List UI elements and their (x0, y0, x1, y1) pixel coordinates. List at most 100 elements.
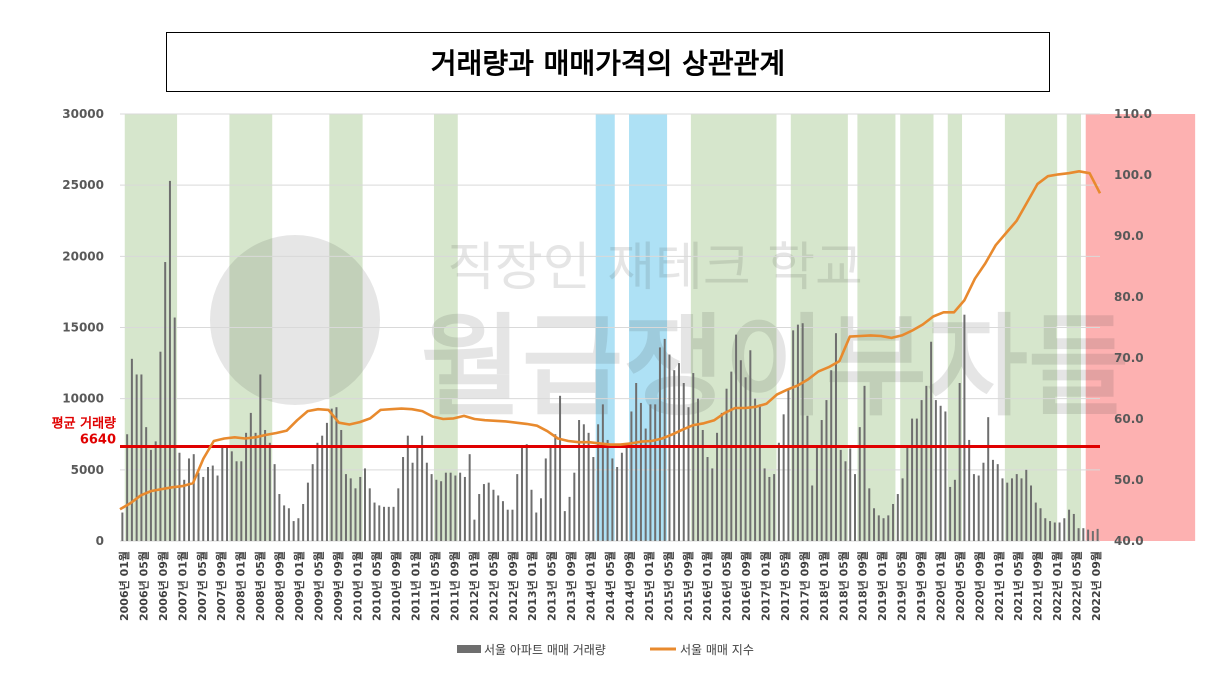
volume-bar (1006, 482, 1009, 541)
x-tick-label: 2006년 01월 (117, 551, 131, 621)
volume-bar (1096, 528, 1099, 541)
volume-bar (297, 518, 300, 541)
right-tick-label: 110.0 (1114, 107, 1152, 121)
band-red (1085, 114, 1196, 541)
x-tick-label: 2006년 05월 (136, 551, 150, 621)
volume-bar (259, 374, 262, 541)
volume-bar (330, 408, 333, 541)
x-tick-label: 2007년 09월 (214, 551, 228, 621)
volume-bar (854, 474, 856, 541)
volume-bar (768, 476, 771, 541)
x-axis-labels: 2006년 01월 2006년 05월 2006년 09월 2007년 01월 2007… (117, 551, 1103, 621)
volume-bar (501, 501, 504, 541)
right-tick-label: 70.0 (1114, 351, 1144, 365)
volume-bar (1072, 513, 1075, 541)
volume-bar (906, 445, 909, 541)
volume-bar (149, 449, 152, 541)
x-tick-label: 2007년 01월 (175, 551, 189, 621)
watermark-logo (210, 235, 380, 405)
x-tick-label: 2017년 05월 (778, 551, 792, 621)
right-axis-labels: 40.0 50.0 60.0 70.0 80.0 90.0 100.0 110.0 (1114, 107, 1152, 548)
volume-bar (525, 444, 528, 541)
x-tick-label: 2011년 09월 (448, 551, 462, 621)
volume-bar (454, 475, 457, 541)
volume-bar (754, 398, 757, 541)
right-tick-label: 100.0 (1114, 168, 1152, 182)
volume-bar (744, 377, 747, 541)
volume-bar (687, 407, 690, 541)
volume-bar (563, 511, 566, 541)
volume-bar (473, 519, 476, 541)
x-tick-label: 2016년 09월 (739, 551, 753, 621)
volume-bar (792, 330, 795, 541)
volume-bar (730, 371, 733, 541)
volume-bar (273, 464, 276, 541)
volume-bar (373, 502, 376, 541)
volume-bar (249, 412, 252, 541)
volume-bar (559, 395, 562, 541)
x-tick-label: 2018년 09월 (856, 551, 870, 621)
x-tick-label: 2020년 09월 (972, 551, 986, 621)
volume-bar (402, 457, 405, 541)
volume-bar (511, 509, 514, 541)
volume-bar (1015, 474, 1018, 541)
volume-bar (849, 448, 852, 541)
volume-bar (340, 429, 343, 541)
volume-bar (949, 486, 952, 541)
volume-bar (620, 452, 623, 541)
volume-bar (440, 481, 443, 541)
x-tick-label: 2011년 01월 (409, 551, 423, 621)
x-tick-label: 2021년 05월 (1011, 551, 1025, 621)
volume-bar (896, 494, 899, 541)
x-tick-label: 2016년 05월 (720, 551, 734, 621)
volume-bar (554, 434, 557, 541)
volume-bar (192, 454, 195, 541)
volume-bar (444, 472, 447, 541)
volume-bar (354, 488, 357, 541)
x-tick-label: 2015년 01월 (642, 551, 656, 621)
volume-bar (1020, 478, 1023, 541)
x-tick-label: 2021년 09월 (1031, 551, 1045, 621)
x-tick-label: 2022년 05월 (1070, 551, 1084, 621)
x-tick-label: 2007년 05월 (195, 551, 209, 621)
volume-bar (611, 458, 614, 541)
volume-bar (858, 427, 861, 541)
volume-bar (958, 383, 961, 541)
volume-bar (349, 478, 352, 541)
volume-bar (173, 317, 176, 541)
volume-bar (925, 385, 928, 541)
legend: 서울 아파트 매매 거래량 서울 매매 지수 (457, 643, 754, 657)
x-tick-label: 2014년 01월 (584, 551, 598, 621)
x-tick-label: 2009년 09월 (331, 551, 345, 621)
x-tick-label: 2021년 01월 (992, 551, 1006, 621)
x-tick-label: 2020년 01월 (934, 551, 948, 621)
volume-bar (226, 445, 229, 541)
x-tick-label: 2018년 01월 (817, 551, 831, 621)
volume-bar (240, 461, 243, 541)
x-tick-label: 2008년 01월 (234, 551, 248, 621)
volume-bar (682, 383, 685, 541)
x-tick-label: 2014년 09월 (622, 551, 636, 621)
watermark-text: 월급쟁이부자들 (421, 303, 1129, 431)
volume-bar (1044, 518, 1047, 541)
volume-bar (421, 435, 424, 541)
volume-bar (991, 459, 994, 541)
volume-bar (616, 466, 619, 541)
volume-bar (915, 418, 918, 541)
volume-bar (963, 314, 966, 541)
x-tick-label: 2013년 05월 (545, 551, 559, 621)
volume-bar (930, 341, 933, 541)
volume-bar (873, 508, 876, 541)
volume-bar (364, 468, 366, 541)
x-tick-label: 2006년 09월 (156, 551, 170, 621)
volume-bar (425, 462, 428, 541)
x-tick-label: 2019년 01월 (875, 551, 889, 621)
volume-bar (782, 414, 785, 541)
volume-bar (701, 429, 704, 541)
x-tick-label: 2011년 05월 (428, 551, 442, 621)
volume-bar (725, 388, 728, 541)
volume-bar (987, 417, 990, 541)
volume-bar (430, 474, 433, 541)
volume-bar (578, 420, 581, 541)
